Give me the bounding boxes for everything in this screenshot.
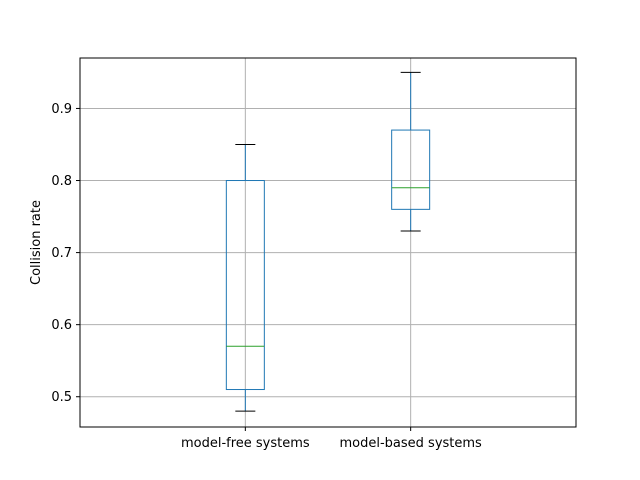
y-tick-label: 0.7: [51, 246, 72, 261]
x-tick-label: model-based systems: [340, 436, 483, 451]
y-axis-label: Collision rate: [29, 200, 44, 285]
x-tick-label: model-free systems: [181, 436, 310, 451]
box-group: [391, 71, 431, 232]
y-tick-label: 0.8: [51, 174, 72, 189]
y-tick-label: 0.5: [51, 390, 72, 405]
box-group: [225, 143, 265, 412]
axes-frame: [79, 57, 577, 428]
iqr-box: [391, 129, 431, 210]
y-tick-label: 0.9: [51, 102, 72, 117]
ticks-layer: 0.5 0.6 0.7 0.8 0.9 model-free systems model-b…: [51, 102, 482, 451]
boxes-layer: [225, 71, 431, 412]
iqr-box: [225, 180, 265, 391]
y-tick-label: 0.6: [51, 318, 72, 333]
